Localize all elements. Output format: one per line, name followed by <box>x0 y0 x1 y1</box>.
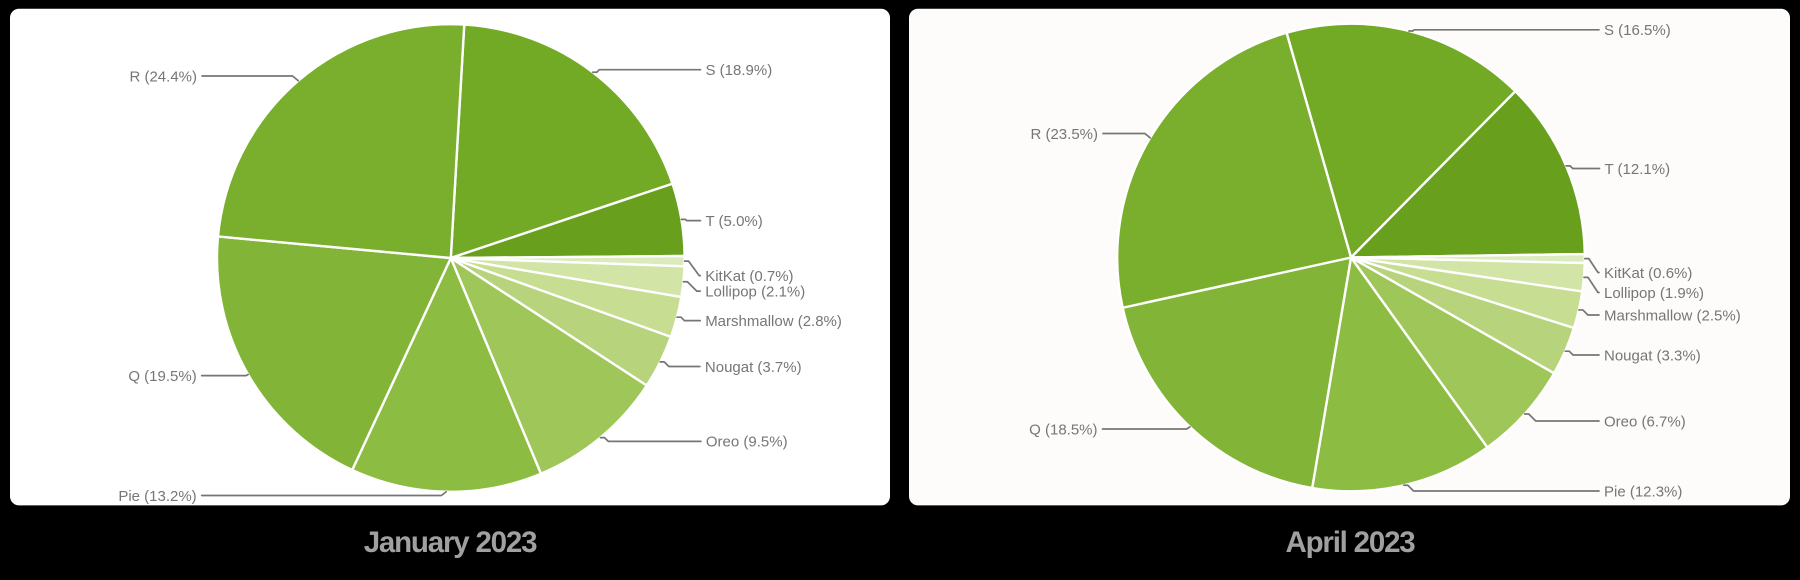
svg-text:S (18.9%): S (18.9%) <box>706 62 773 79</box>
svg-text:KitKat (0.6%): KitKat (0.6%) <box>1604 265 1692 282</box>
svg-text:Q (18.5%): Q (18.5%) <box>1029 421 1097 438</box>
svg-text:R (23.5%): R (23.5%) <box>1030 126 1098 143</box>
svg-text:S (16.5%): S (16.5%) <box>1604 22 1671 39</box>
svg-text:April 2023: April 2023 <box>1285 526 1415 559</box>
svg-text:Marshmallow (2.5%): Marshmallow (2.5%) <box>1604 307 1741 324</box>
svg-text:Q (19.5%): Q (19.5%) <box>128 368 196 385</box>
svg-text:Lollipop (1.9%): Lollipop (1.9%) <box>1604 285 1704 302</box>
svg-text:R (24.4%): R (24.4%) <box>129 68 197 85</box>
svg-text:T (5.0%): T (5.0%) <box>706 213 763 230</box>
svg-text:Marshmallow (2.8%): Marshmallow (2.8%) <box>705 313 842 330</box>
svg-text:Nougat (3.7%): Nougat (3.7%) <box>705 359 802 376</box>
svg-text:T (12.1%): T (12.1%) <box>1605 161 1671 178</box>
svg-text:Pie (13.2%): Pie (13.2%) <box>118 488 196 505</box>
svg-text:Nougat (3.3%): Nougat (3.3%) <box>1604 347 1701 364</box>
svg-text:January 2023: January 2023 <box>364 526 537 559</box>
svg-text:Pie (12.3%): Pie (12.3%) <box>1604 483 1682 500</box>
svg-text:Lollipop (2.1%): Lollipop (2.1%) <box>705 283 805 300</box>
svg-text:KitKat (0.7%): KitKat (0.7%) <box>705 268 793 285</box>
svg-text:Oreo (9.5%): Oreo (9.5%) <box>706 434 788 451</box>
svg-text:Oreo (6.7%): Oreo (6.7%) <box>1604 413 1686 430</box>
